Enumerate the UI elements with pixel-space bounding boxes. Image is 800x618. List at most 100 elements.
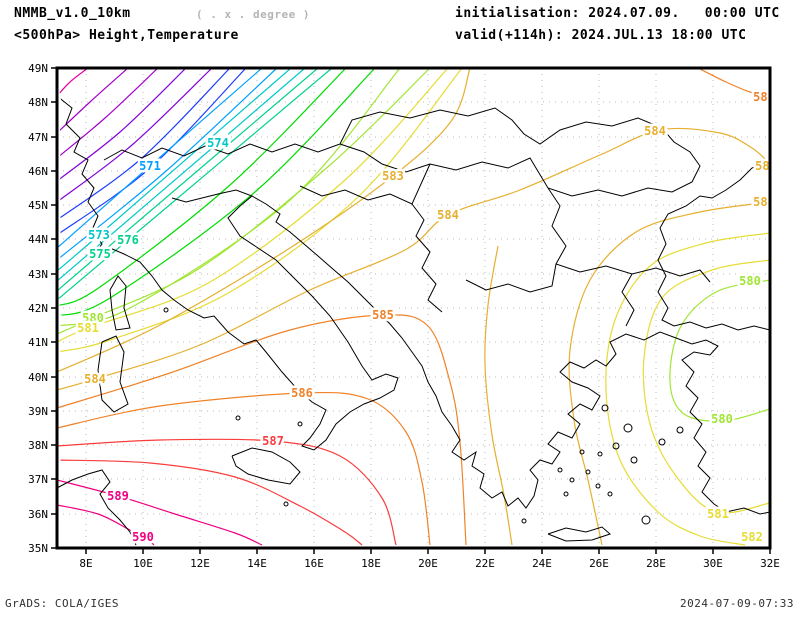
- contour-line-581: [642, 259, 770, 514]
- country-border: [103, 107, 701, 197]
- island: [235, 415, 241, 421]
- lat-tick-label: 44N: [28, 233, 48, 246]
- lon-tick-label: 12E: [190, 557, 210, 570]
- contour-label-581: 581: [707, 507, 729, 521]
- contour-label-576: 576: [117, 233, 139, 247]
- island: [658, 438, 666, 446]
- contour-line-585: [57, 314, 467, 546]
- country-border: [57, 95, 103, 253]
- coastline: [95, 189, 399, 451]
- lat-tick-label: 39N: [28, 405, 48, 418]
- contour-label-580: 580: [739, 274, 761, 288]
- lat-tick-label: 45N: [28, 199, 48, 212]
- coastline: [547, 526, 611, 542]
- island: [585, 469, 591, 475]
- contour-line-576: [57, 68, 333, 301]
- contour-line-580: [669, 279, 770, 422]
- contour-line-589: [57, 479, 263, 546]
- lat-tick-label: 47N: [28, 131, 48, 144]
- contour-label-582: 582: [741, 530, 763, 544]
- contour-line-584: [484, 245, 513, 546]
- lat-tick-label: 36N: [28, 508, 48, 521]
- lat-tick-label: 37N: [28, 473, 48, 486]
- country-border: [411, 203, 443, 313]
- contour-label-590: 590: [132, 530, 154, 544]
- valid-time: valid(+114h): 2024.JUL.13 18:00 UTC: [455, 28, 747, 43]
- level-variable-title: <500hPa> Height,Temperature: [14, 28, 239, 43]
- contour-label-587: 587: [262, 434, 284, 448]
- lat-tick-label: 42N: [28, 302, 48, 315]
- contour-label-573: 573: [88, 228, 110, 242]
- island: [630, 456, 638, 464]
- island: [601, 404, 609, 412]
- island: [579, 449, 585, 455]
- island: [283, 501, 289, 507]
- coastline: [657, 159, 770, 331]
- lon-tick-label: 8E: [79, 557, 92, 570]
- island: [521, 518, 527, 524]
- contour-line-570: [57, 68, 247, 236]
- contour-label-581: 581: [77, 321, 99, 335]
- lat-tick-label: 43N: [28, 268, 48, 281]
- contour-label-583: 583: [753, 195, 775, 209]
- contour-line-580: [57, 68, 431, 335]
- country-border: [547, 187, 711, 283]
- island: [607, 491, 613, 497]
- contour-line-584: [57, 127, 770, 391]
- lon-tick-label: 18E: [361, 557, 381, 570]
- contour-line-568: [57, 68, 213, 203]
- contour-line-583: [57, 68, 471, 373]
- coastline: [251, 195, 770, 515]
- lat-tick-label: 41N: [28, 336, 48, 349]
- lon-tick-label: 16E: [304, 557, 324, 570]
- lon-tick-label: 22E: [475, 557, 495, 570]
- contour-line-564: [57, 68, 89, 97]
- contour-label-586: 586: [291, 386, 313, 400]
- contour-labels: 5645655665675685695705715725735745755765…: [57, 88, 777, 547]
- initialisation-time: initialisation: 2024.07.09. 00:00 UTC: [455, 6, 780, 21]
- contour-label-589: 589: [107, 489, 129, 503]
- island: [612, 442, 620, 450]
- contour-label-583: 583: [382, 169, 404, 183]
- contour-line-572: [57, 68, 278, 261]
- island: [676, 426, 684, 434]
- contour-line-582: [57, 68, 463, 353]
- grads-credit: GrADS: COLA/IGES: [5, 597, 119, 610]
- lon-tick-label: 32E: [760, 557, 780, 570]
- contour-label-585: 585: [753, 90, 775, 104]
- axis-labels: 49N 48N 47N 46N 45N 44N 43N 42N 41N 40N 39N 38N 37N 3…: [28, 62, 780, 570]
- contour-label-584: 584: [644, 124, 666, 138]
- lat-tick-label: 49N: [28, 62, 48, 75]
- lon-tick-label: 26E: [589, 557, 609, 570]
- contour-label-580: 580: [82, 311, 104, 325]
- contour-label-571: 571: [139, 159, 161, 173]
- contour-line-582: [605, 232, 770, 546]
- contour-label-584: 584: [84, 372, 106, 386]
- lat-tick-label: 40N: [28, 371, 48, 384]
- contour-line-567: [57, 68, 187, 182]
- island: [297, 421, 303, 427]
- contour-line-571: [57, 68, 263, 249]
- contour-line-565: [57, 68, 129, 134]
- island: [597, 451, 603, 457]
- lon-tick-label: 20E: [418, 557, 438, 570]
- contour-label-580: 580: [711, 412, 733, 426]
- lat-tick-label: 46N: [28, 165, 48, 178]
- lon-tick-label: 30E: [703, 557, 723, 570]
- coastline: [231, 447, 301, 485]
- contour-label-585: 585: [372, 308, 394, 322]
- lat-tick-label: 48N: [28, 96, 48, 109]
- contour-line-585: [697, 68, 770, 97]
- contour-label-584: 584: [755, 159, 777, 173]
- model-title: NMMB_v1.0_10km: [14, 6, 131, 21]
- contour-line-581: [57, 68, 449, 343]
- contour-line-587: [57, 438, 397, 546]
- contour-line-579: [57, 68, 401, 327]
- contour-line-573: [57, 68, 292, 272]
- lat-tick-label: 38N: [28, 439, 48, 452]
- contour-label-574: 574: [207, 136, 229, 150]
- contour-line-577: [57, 68, 347, 307]
